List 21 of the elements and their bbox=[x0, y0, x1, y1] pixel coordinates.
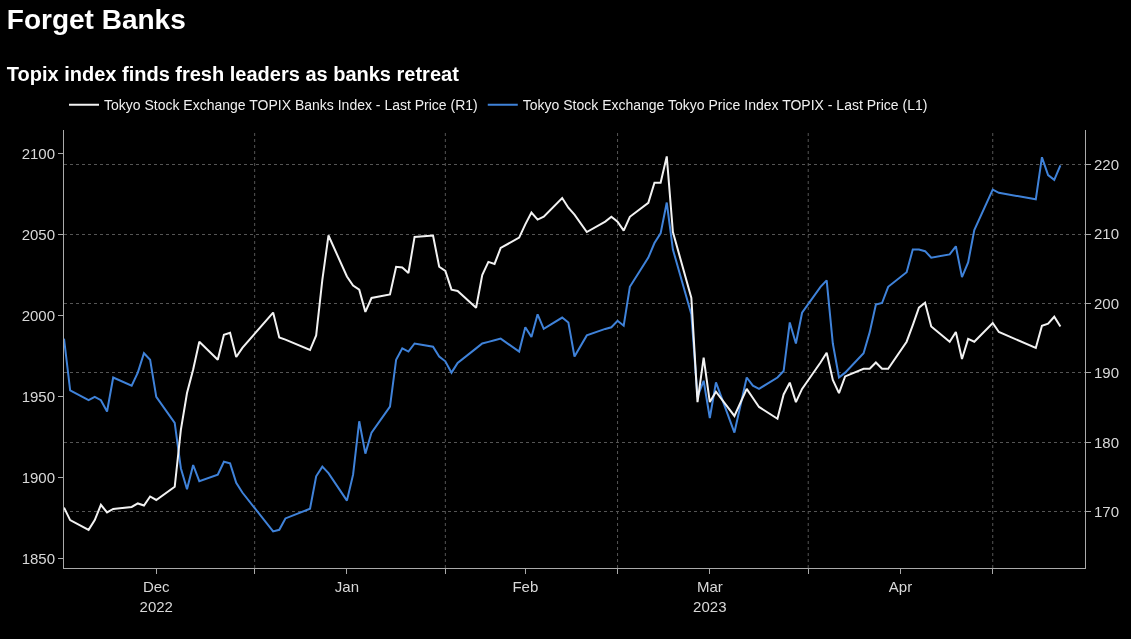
x-tick-label: Apr bbox=[888, 578, 913, 595]
chart-subtitle: Topix index finds fresh leaders as banks retreat bbox=[6, 63, 460, 86]
y2-tick-label: 200 bbox=[1094, 294, 1120, 312]
y-tick-label: 1950 bbox=[21, 388, 55, 406]
y-tick-label: 2100 bbox=[21, 145, 55, 163]
x-tick-label: Jan bbox=[334, 578, 360, 595]
y2-tick-label: 180 bbox=[1094, 433, 1120, 451]
x-tick-label: Mar 2023 bbox=[693, 578, 727, 615]
legend-label: Tokyo Stock Exchange TOPIX Banks Index - Last Price (R1) bbox=[104, 97, 478, 114]
y2-tick-label: 190 bbox=[1094, 364, 1120, 382]
y-tick-label: 1900 bbox=[21, 469, 55, 487]
y2-tick-label: 220 bbox=[1094, 155, 1120, 173]
x-tick-label: Dec 2022 bbox=[139, 578, 173, 615]
y-tick-label: 2000 bbox=[21, 307, 55, 325]
chart-title: Forget Banks bbox=[6, 4, 186, 36]
x-tick-label: Feb bbox=[512, 578, 539, 595]
y2-tick-label: 170 bbox=[1094, 503, 1120, 521]
y-tick-label: 1850 bbox=[21, 550, 55, 568]
legend-label: Tokyo Stock Exchange Tokyo Price Index TOPIX - Last Price (L1) bbox=[522, 97, 928, 114]
y2-tick-label: 210 bbox=[1094, 225, 1120, 243]
y-tick-label: 2050 bbox=[21, 226, 55, 244]
